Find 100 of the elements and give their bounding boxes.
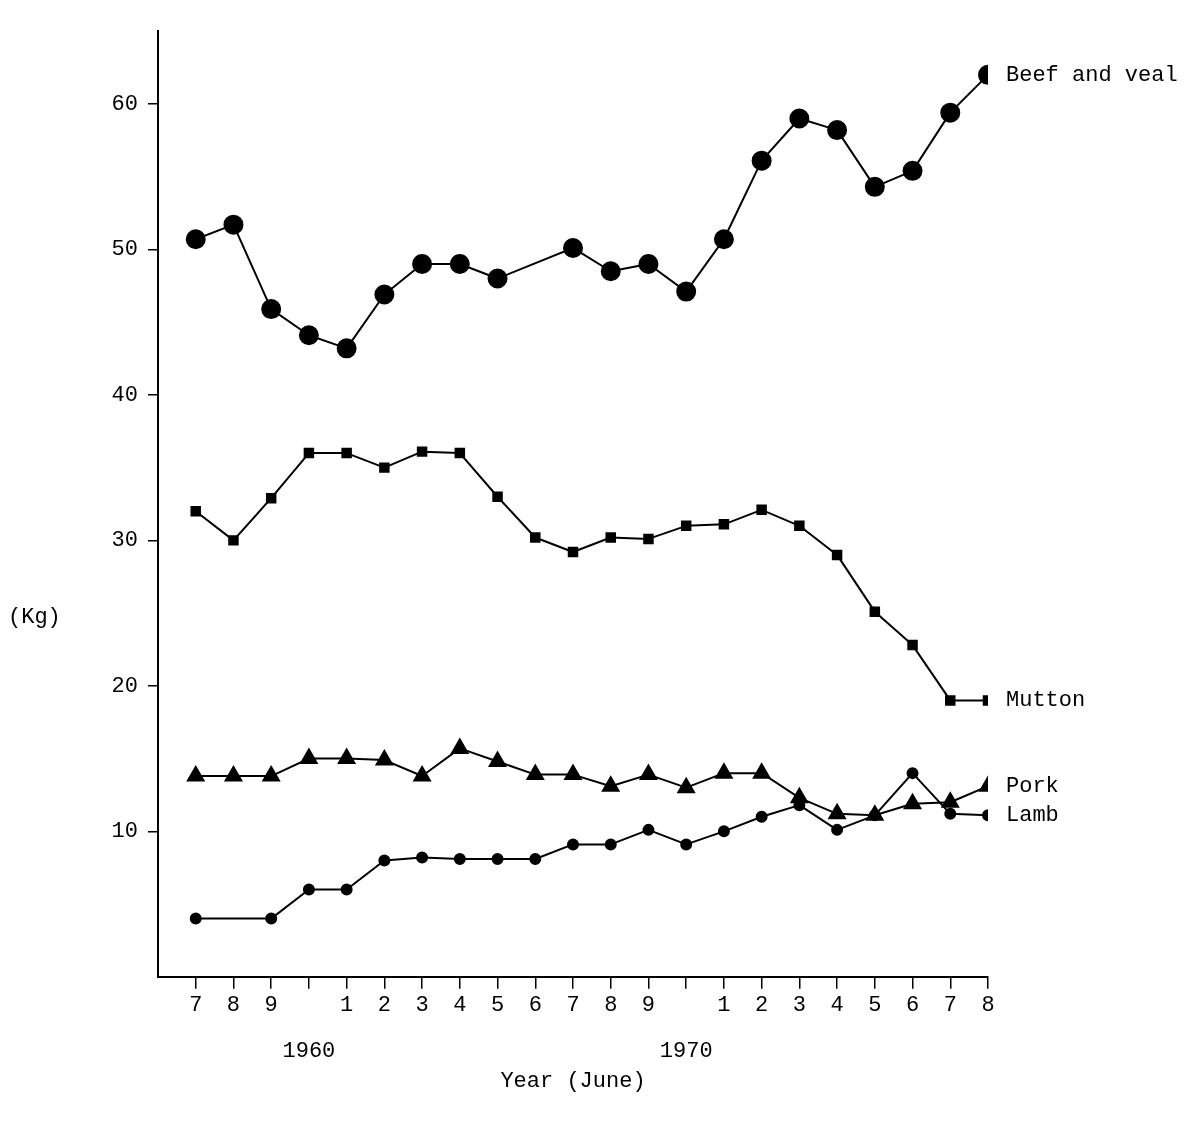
- point: [487, 268, 508, 289]
- x-tick-label: 7: [943, 992, 957, 1018]
- point: [828, 803, 846, 820]
- y-tick-label: 40: [111, 382, 138, 408]
- point: [564, 764, 582, 781]
- point: [416, 851, 429, 864]
- point: [190, 506, 201, 517]
- text: 1970: [659, 1038, 713, 1064]
- point: [529, 852, 542, 865]
- x-tick-label: 1: [717, 992, 731, 1018]
- point: [827, 120, 848, 141]
- point: [189, 912, 202, 925]
- point: [374, 284, 395, 305]
- point: [228, 535, 239, 546]
- point: [567, 838, 579, 851]
- point: [378, 854, 391, 867]
- point: [755, 810, 768, 823]
- y-axis-title: (Kg): [8, 605, 61, 631]
- x-tick-label: 9: [641, 992, 656, 1018]
- x-tick-label: 3: [792, 992, 806, 1018]
- point: [864, 176, 885, 197]
- x-tick-label: 5: [868, 992, 882, 1018]
- x-tick-label: 1: [340, 992, 354, 1018]
- x-tick-label: 7: [566, 992, 580, 1018]
- point: [375, 750, 394, 766]
- point: [453, 852, 466, 865]
- point: [526, 764, 545, 781]
- point: [643, 533, 654, 545]
- point: [336, 338, 357, 359]
- y-tick-label: 50: [111, 237, 138, 263]
- point: [265, 912, 278, 925]
- y-tick-label: 10: [111, 819, 138, 845]
- point: [224, 766, 243, 782]
- y-tick-label: 20: [111, 673, 138, 699]
- point: [303, 447, 315, 459]
- series-label: Pork: [1006, 774, 1059, 800]
- point: [903, 793, 922, 810]
- point: [605, 532, 616, 543]
- point: [940, 102, 961, 123]
- point: [869, 606, 881, 617]
- point: [300, 748, 318, 765]
- point: [789, 108, 810, 129]
- point: [945, 695, 956, 706]
- x-tick-label: 3: [415, 992, 429, 1018]
- point: [713, 229, 734, 250]
- point: [752, 763, 771, 779]
- point: [341, 447, 352, 459]
- x-tick-label: 6: [905, 992, 920, 1018]
- point: [416, 446, 428, 457]
- point: [756, 504, 767, 516]
- point: [680, 520, 692, 532]
- point: [492, 491, 503, 502]
- point: [638, 253, 659, 274]
- point: [449, 253, 470, 274]
- point: [906, 767, 919, 780]
- point: [604, 838, 617, 851]
- x-tick-label: 5: [490, 992, 505, 1018]
- point: [676, 281, 697, 302]
- point: [491, 852, 504, 865]
- point: [451, 738, 469, 754]
- point: [186, 766, 205, 782]
- series-label: Beef and veal: [1006, 62, 1178, 88]
- point: [831, 823, 844, 836]
- point: [262, 766, 280, 782]
- x-tick-label: 8: [981, 992, 995, 1018]
- x-tick-label: 8: [604, 992, 618, 1018]
- series-label: Lamb: [1006, 803, 1059, 829]
- point: [790, 787, 809, 804]
- point: [717, 825, 730, 838]
- point: [567, 546, 579, 558]
- point: [831, 549, 843, 561]
- x-axis-title: Year (June): [500, 1068, 646, 1094]
- x-tick-label: 2: [755, 992, 769, 1018]
- x-tick-label: 4: [830, 992, 844, 1018]
- point: [680, 838, 693, 851]
- point: [563, 237, 583, 258]
- point: [454, 447, 466, 459]
- point: [412, 253, 433, 274]
- x-tick-label: 7: [189, 992, 203, 1018]
- y-tick-label: 60: [111, 91, 138, 117]
- point: [413, 766, 431, 782]
- point: [379, 462, 390, 473]
- x-tick-label: 2: [377, 992, 391, 1018]
- point: [298, 325, 319, 346]
- point: [340, 883, 353, 896]
- point: [261, 299, 282, 320]
- point: [642, 823, 655, 836]
- point: [902, 160, 923, 181]
- point: [601, 776, 620, 792]
- text: 1960: [282, 1038, 336, 1064]
- x-tick-label: 9: [264, 992, 278, 1018]
- x-tick-label: 8: [226, 992, 241, 1018]
- point: [751, 150, 772, 171]
- y-tick-label: 30: [111, 528, 138, 554]
- point: [944, 807, 957, 820]
- point: [223, 214, 244, 235]
- point: [600, 261, 621, 282]
- series-label: Mutton: [1006, 688, 1086, 714]
- point: [794, 520, 805, 532]
- x-tick-label: 6: [528, 992, 542, 1018]
